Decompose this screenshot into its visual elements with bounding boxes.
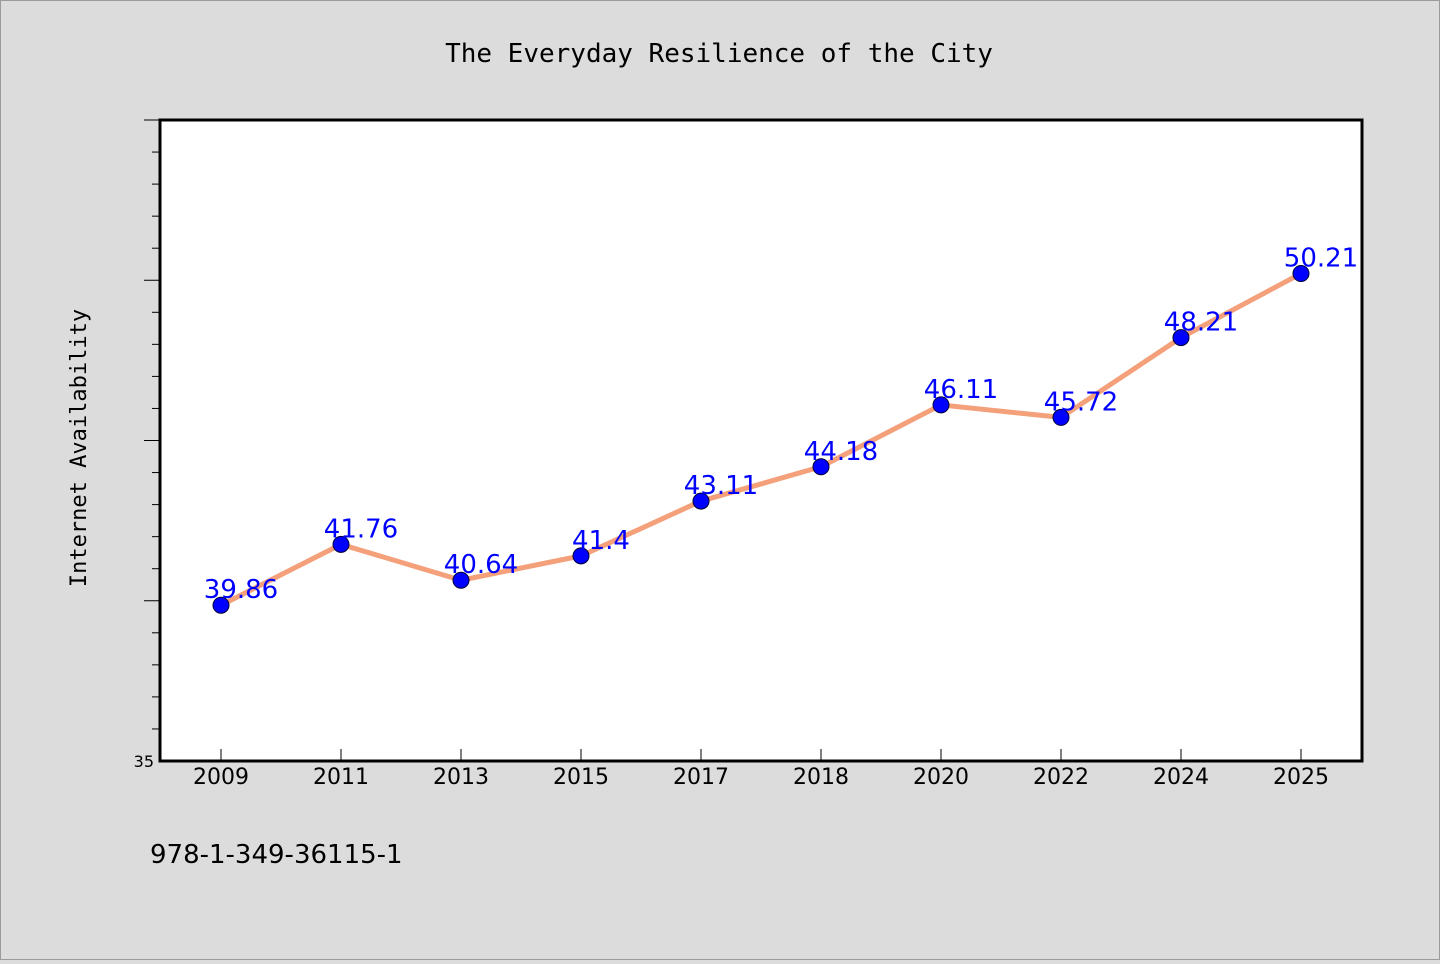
data-label: 43.11	[684, 471, 758, 501]
plot-area	[158, 118, 1364, 763]
chart-title: The Everyday Resilience of the City	[445, 39, 993, 69]
x-tick-label: 2018	[793, 765, 849, 790]
data-point	[812, 458, 830, 476]
data-labels: 39.86 41.76 40.64 41.4 43.11 44.18 46.11 45.72 4…	[204, 244, 1358, 606]
x-tick-label: 2017	[673, 765, 729, 790]
x-tick-label: 2025	[1273, 765, 1329, 790]
data-point	[332, 535, 350, 553]
data-label: 48.21	[1164, 308, 1238, 338]
x-tick-label: 2022	[1033, 765, 1089, 790]
data-point	[692, 492, 710, 510]
y-axis-label: Internet Availability	[67, 309, 92, 587]
data-label: 39.86	[204, 575, 278, 605]
series-line	[218, 271, 1304, 608]
data-label: 41.4	[572, 526, 630, 556]
x-tick-label: 2015	[553, 765, 609, 790]
x-tick-label: 2024	[1153, 765, 1209, 790]
x-tick-label: 2020	[913, 765, 969, 790]
data-label: 41.76	[324, 514, 398, 544]
series-line-group	[218, 271, 1304, 608]
x-tick-label: 2013	[433, 765, 489, 790]
data-point	[1052, 408, 1070, 426]
isbn-text: 978-1-349-36115-1	[150, 840, 403, 870]
x-axis-ticks: 2009 2011 2013 2015 2017 2018 2020 2022 2024 2025	[193, 749, 1329, 790]
data-label: 50.21	[1284, 244, 1358, 274]
data-point	[452, 571, 470, 589]
data-markers	[212, 265, 1310, 614]
data-point	[212, 596, 230, 614]
data-label: 44.18	[804, 437, 878, 467]
data-point	[1292, 265, 1310, 283]
data-label: 45.72	[1044, 387, 1118, 417]
x-tick-label: 2011	[313, 765, 369, 790]
y-tick-label: 35	[134, 752, 154, 771]
data-point	[932, 396, 950, 414]
y-axis-ticks: 35	[134, 119, 160, 771]
x-tick-label: 2009	[193, 765, 249, 790]
data-point	[1172, 329, 1190, 347]
data-label: 40.64	[444, 550, 518, 580]
data-label: 46.11	[924, 375, 998, 405]
data-point	[572, 547, 590, 565]
